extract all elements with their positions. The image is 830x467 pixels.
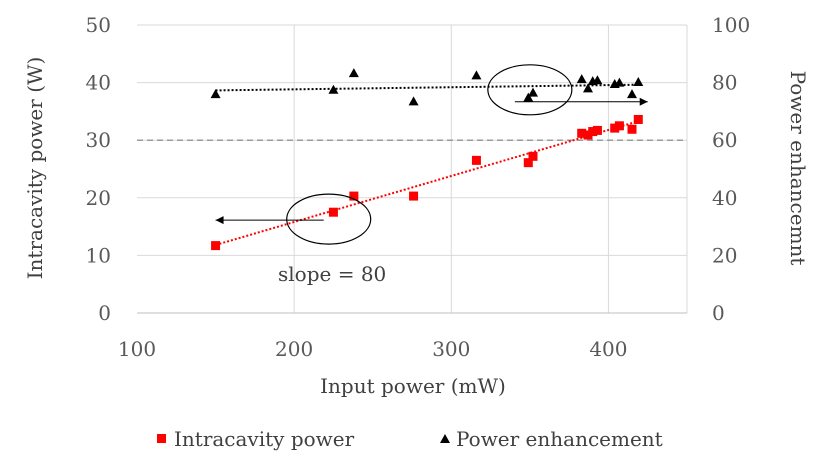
intracavity-power-point [610, 123, 620, 133]
y-tick-label: 30 [86, 128, 111, 152]
x-tick-label: 100 [118, 337, 156, 361]
y2-tick-label: 100 [712, 13, 750, 37]
power-enhancement-point [328, 84, 339, 94]
power-enhancement-point [408, 96, 419, 106]
y2-tick-label: 40 [712, 186, 737, 210]
y-tick-label: 10 [86, 243, 111, 267]
x-tick-label: 300 [432, 337, 470, 361]
tick-labels: 100 200 300 400 0 10 20 30 40 50 0 20 40 60 80 100 [86, 13, 751, 361]
power-enhancement-point [592, 75, 603, 85]
intracavity-power-point [614, 121, 624, 131]
power-enhancement-point [627, 89, 637, 99]
power-enhancement-point [348, 68, 359, 78]
power-enhancement-point [471, 70, 482, 80]
arrowhead-right [639, 97, 648, 106]
intracavity-power-point [328, 207, 338, 217]
y2-tick-label: 60 [712, 128, 737, 152]
y2-tick-label: 0 [712, 301, 725, 325]
intracavity-power-point [349, 191, 359, 201]
trendline-intracavity-power [215, 120, 639, 246]
slope-annotation: slope = 80 [278, 262, 386, 286]
intracavity-power-point [588, 127, 598, 137]
legend: Intracavity power Power enhancement [157, 427, 663, 451]
intracavity-power-point [583, 130, 593, 140]
arrowhead-left [215, 216, 224, 225]
legend-marker-intracavity-power [157, 434, 166, 443]
intracavity-power-point [577, 128, 587, 138]
y-tick-label: 40 [86, 71, 111, 95]
power-enhancement-point [523, 92, 534, 102]
power-enhancement-point [614, 77, 625, 87]
y-tick-label: 50 [86, 13, 111, 37]
trendlines [215, 83, 639, 246]
x-axis-title: Input power (mW) [320, 374, 506, 398]
y2-tick-label: 80 [712, 71, 737, 95]
legend-label-intracavity-power: Intracavity power [174, 427, 355, 451]
callout-circle-enhancement [487, 64, 573, 116]
legend-label-power-enhancement: Power enhancement [456, 427, 663, 451]
y2-axis-title: Power enhancemnt [786, 71, 810, 266]
intracavity-power-point [523, 158, 533, 168]
power-enhancement-point [528, 87, 538, 97]
data-markers [210, 68, 644, 251]
x-tick-label: 400 [589, 337, 627, 361]
y-tick-label: 0 [98, 301, 111, 325]
power-enhancement-point [633, 77, 644, 87]
y2-tick-label: 20 [712, 243, 737, 267]
legend-marker-power-enhancement [440, 434, 450, 443]
y-axis-title: Intracavity power (W) [23, 57, 47, 280]
callout-circle-intracavity [286, 193, 372, 245]
intracavity-power-point [633, 114, 643, 124]
y-tick-label: 20 [86, 186, 111, 210]
power-enhancement-point [210, 89, 221, 99]
intracavity-power-point [211, 241, 221, 251]
series-callouts [215, 64, 648, 245]
intracavity-power-point [471, 155, 481, 165]
intracavity-power-point [627, 124, 637, 134]
intracavity-power-point [409, 191, 419, 201]
power-enhancement-point [576, 74, 587, 84]
intracavity-power-point [592, 125, 602, 135]
intracavity-power-point [528, 151, 538, 161]
x-tick-label: 200 [275, 337, 313, 361]
trendline-power-enhancement [215, 83, 639, 92]
power-enhancement-point [583, 83, 593, 93]
grid [137, 24, 688, 313]
